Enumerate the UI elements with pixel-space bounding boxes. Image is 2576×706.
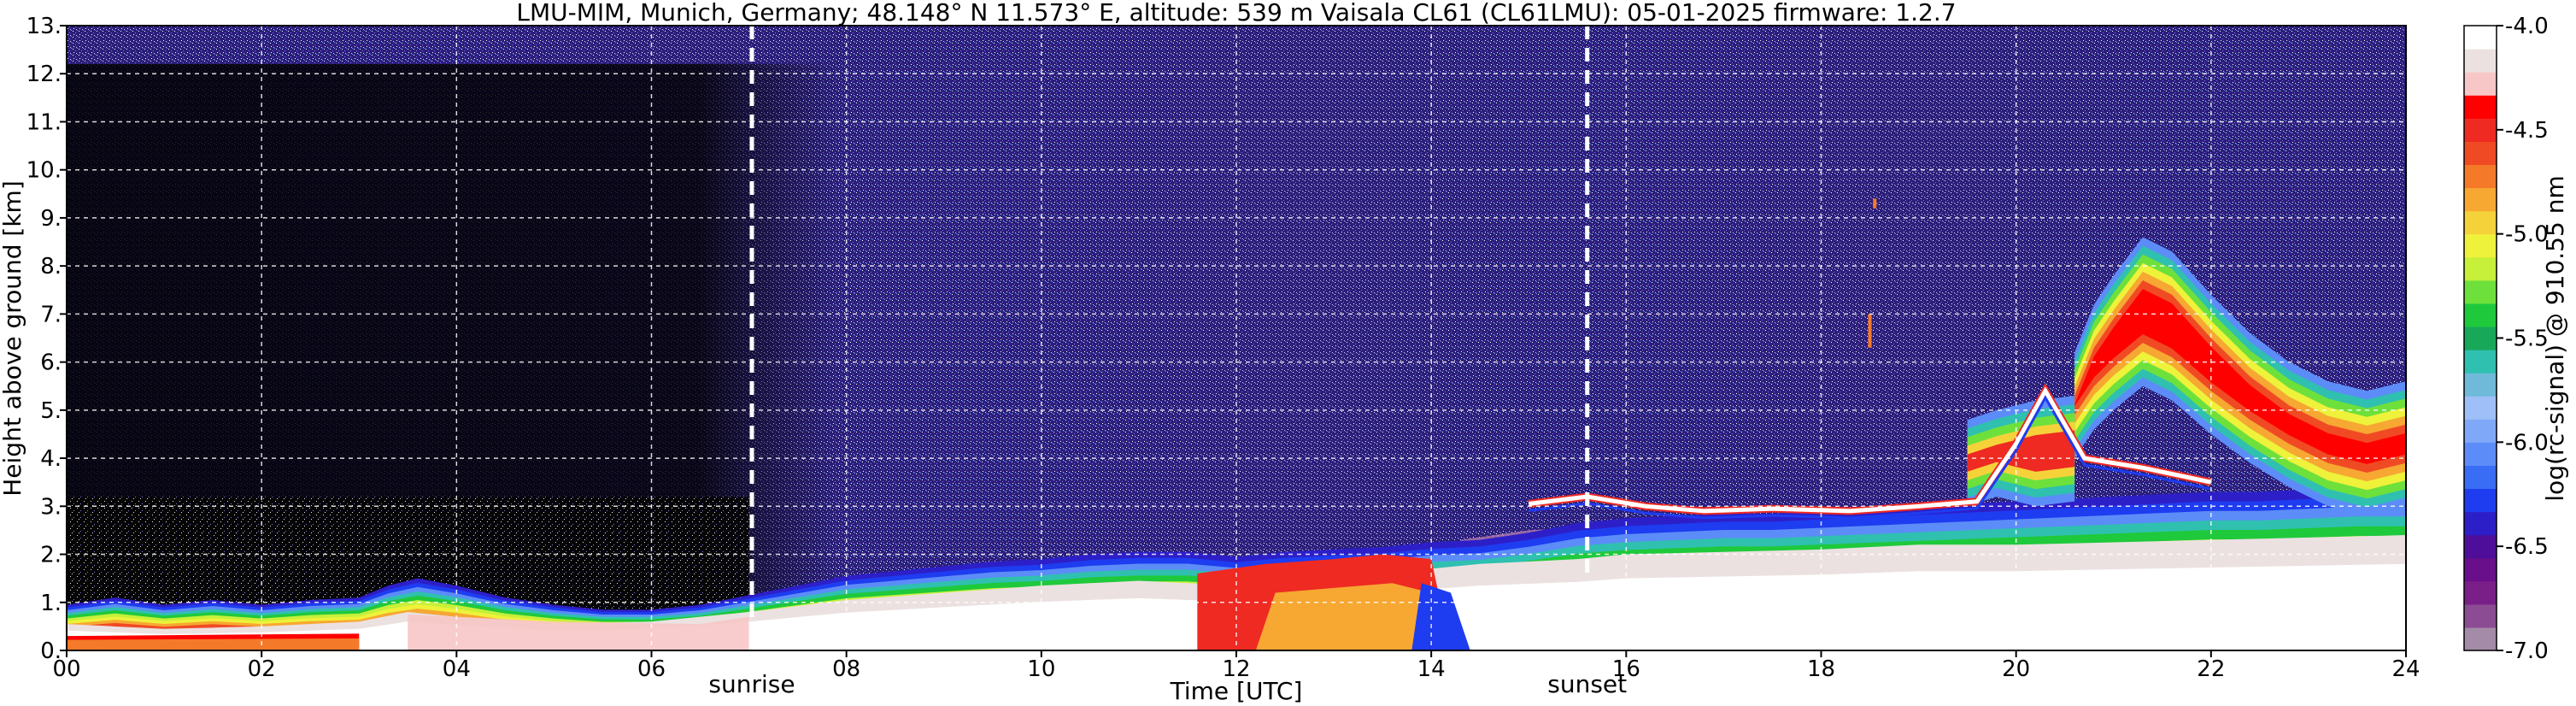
y-tick-label: 2. bbox=[40, 543, 62, 568]
colorbar-tick-label: -6.0 bbox=[2505, 430, 2549, 456]
colorbar-segment bbox=[2464, 373, 2497, 397]
colorbar-label: log(rc-signal) @ 910.55 nm bbox=[2541, 175, 2569, 501]
y-tick-label: 8. bbox=[40, 254, 62, 279]
colorbar-segment bbox=[2464, 350, 2497, 374]
colorbar-segment bbox=[2464, 303, 2497, 327]
colorbar-tick-label: -5.0 bbox=[2505, 222, 2549, 248]
event-label-sunrise: sunrise bbox=[708, 670, 795, 698]
x-tick-label: 16 bbox=[1612, 656, 1640, 682]
colorbar-tick-label: -4.5 bbox=[2505, 118, 2549, 144]
x-tick-label: 00 bbox=[52, 656, 80, 682]
colorbar-segment bbox=[2464, 419, 2497, 443]
mid-cloud bbox=[1967, 430, 2075, 472]
morning-pink bbox=[408, 614, 749, 650]
y-tick-label: 1. bbox=[40, 591, 62, 616]
y-tick-label: 9. bbox=[40, 206, 62, 232]
colorbar-segment bbox=[2464, 26, 2497, 50]
cloud-base-blue bbox=[1529, 395, 2212, 520]
colorbar-segment bbox=[2464, 233, 2497, 258]
x-tick-label: 08 bbox=[832, 656, 860, 682]
x-axis: 00 02 04 06 08 10 12 14 16 18 20 22 24 bbox=[52, 650, 2421, 682]
x-tick-label: 04 bbox=[443, 656, 471, 682]
colorbar-tick-label: -7.0 bbox=[2505, 638, 2549, 664]
colorbar-segment bbox=[2464, 95, 2497, 119]
midday-orange bbox=[1255, 583, 1451, 650]
colorbar-tick-label: -6.5 bbox=[2505, 534, 2549, 560]
x-tick-label: 12 bbox=[1222, 656, 1250, 682]
x-axis-label: Time [UTC] bbox=[1170, 677, 1303, 705]
y-tick-label: 7. bbox=[40, 302, 62, 327]
colorbar-segment bbox=[2464, 465, 2497, 490]
x-tick-label: 06 bbox=[637, 656, 666, 682]
colorbar-segment bbox=[2464, 511, 2497, 536]
y-tick-label: 6. bbox=[40, 350, 62, 376]
y-tick-label: 11. bbox=[26, 109, 62, 135]
event-markers: sunrise sunset bbox=[708, 26, 1627, 698]
midday-blue bbox=[1411, 583, 1470, 650]
y-tick-label: 0. bbox=[40, 638, 62, 664]
colorbar-segment bbox=[2464, 141, 2497, 166]
colorbar-segment bbox=[2464, 488, 2497, 513]
x-tick-label: 18 bbox=[1807, 656, 1835, 682]
colorbar-segment bbox=[2464, 164, 2497, 189]
x-tick-label: 22 bbox=[2197, 656, 2225, 682]
early-low-orange bbox=[67, 638, 360, 650]
cirrus-cloud bbox=[2074, 289, 2406, 464]
colorbar-segment bbox=[2464, 72, 2497, 96]
y-tick-label: 12. bbox=[26, 62, 62, 87]
colorbar-tick-label: -4.0 bbox=[2505, 14, 2549, 39]
colorbar-segment bbox=[2464, 442, 2497, 467]
y-axis: 0. 1. 2. 3. 4. 5. 6. 7. 8. 9. 10. 11. 12. 13. bbox=[26, 14, 67, 664]
y-tick-label: 5. bbox=[40, 398, 62, 424]
x-tick-label: 20 bbox=[2002, 656, 2030, 682]
x-tick-label: 02 bbox=[248, 656, 276, 682]
colorbar-segment bbox=[2464, 326, 2497, 350]
colorbar-segment bbox=[2464, 396, 2497, 420]
x-tick-label: 14 bbox=[1417, 656, 1446, 682]
y-tick-label: 3. bbox=[40, 494, 62, 520]
colorbar-segment bbox=[2464, 49, 2497, 73]
colorbar-segment bbox=[2464, 210, 2497, 235]
colorbar-segment bbox=[2464, 627, 2497, 651]
chart-title: LMU-MIM, Munich, Germany; 48.148° N 11.5… bbox=[516, 0, 1956, 26]
colorbar-segment bbox=[2464, 187, 2497, 212]
event-label-sunset: sunset bbox=[1547, 670, 1627, 698]
x-tick-label: 24 bbox=[2391, 656, 2420, 682]
x-tick-label: 10 bbox=[1027, 656, 1055, 682]
isolated-feature bbox=[1873, 198, 1877, 209]
y-tick-label: 4. bbox=[40, 446, 62, 472]
colorbar-segment bbox=[2464, 603, 2497, 628]
y-tick-label: 10. bbox=[26, 158, 62, 184]
colorbar-segment bbox=[2464, 580, 2497, 605]
colorbar-segment bbox=[2464, 118, 2497, 142]
colorbar-tick-label: -5.5 bbox=[2505, 327, 2549, 352]
isolated-feature bbox=[1868, 314, 1872, 348]
colorbar-segment bbox=[2464, 557, 2497, 582]
colorbar: -7.0 -6.5 -6.0 -5.5 -5.0 -4.5 -4.0 bbox=[2463, 14, 2549, 664]
grid bbox=[67, 26, 2406, 650]
colorbar-segment bbox=[2464, 256, 2497, 281]
y-tick-label: 13. bbox=[26, 14, 62, 39]
colorbar-segment bbox=[2464, 279, 2497, 304]
y-axis-label: Height above ground [km] bbox=[0, 180, 26, 497]
colorbar-segment bbox=[2464, 534, 2497, 559]
